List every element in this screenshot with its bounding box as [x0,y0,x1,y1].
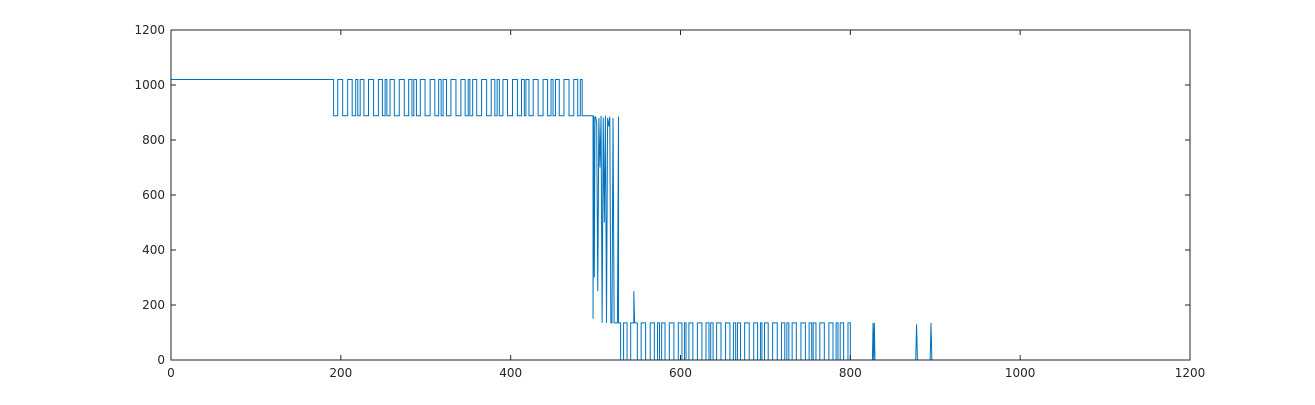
y-tick-label: 800 [142,133,165,147]
y-tick-label: 1200 [134,23,165,37]
x-tick-label: 600 [669,366,692,380]
y-tick-label: 600 [142,188,165,202]
x-tick-label: 1000 [1005,366,1036,380]
y-tick-label: 1000 [134,78,165,92]
y-tick-label: 400 [142,243,165,257]
x-axis: 0 200 400 600 800 1000 1200 [167,30,1205,380]
y-tick-label: 0 [157,353,165,367]
x-tick-label: 0 [167,366,175,380]
y-axis: 0 200 400 600 800 1000 1200 [134,23,1190,367]
plot-area [171,30,1190,360]
series-layer [171,79,1041,361]
x-tick-label: 200 [329,366,352,380]
series-line-0 [171,79,1041,361]
x-tick-label: 400 [499,366,522,380]
x-tick-label: 800 [839,366,862,380]
y-tick-label: 200 [142,298,165,312]
x-tick-label: 1200 [1175,366,1206,380]
